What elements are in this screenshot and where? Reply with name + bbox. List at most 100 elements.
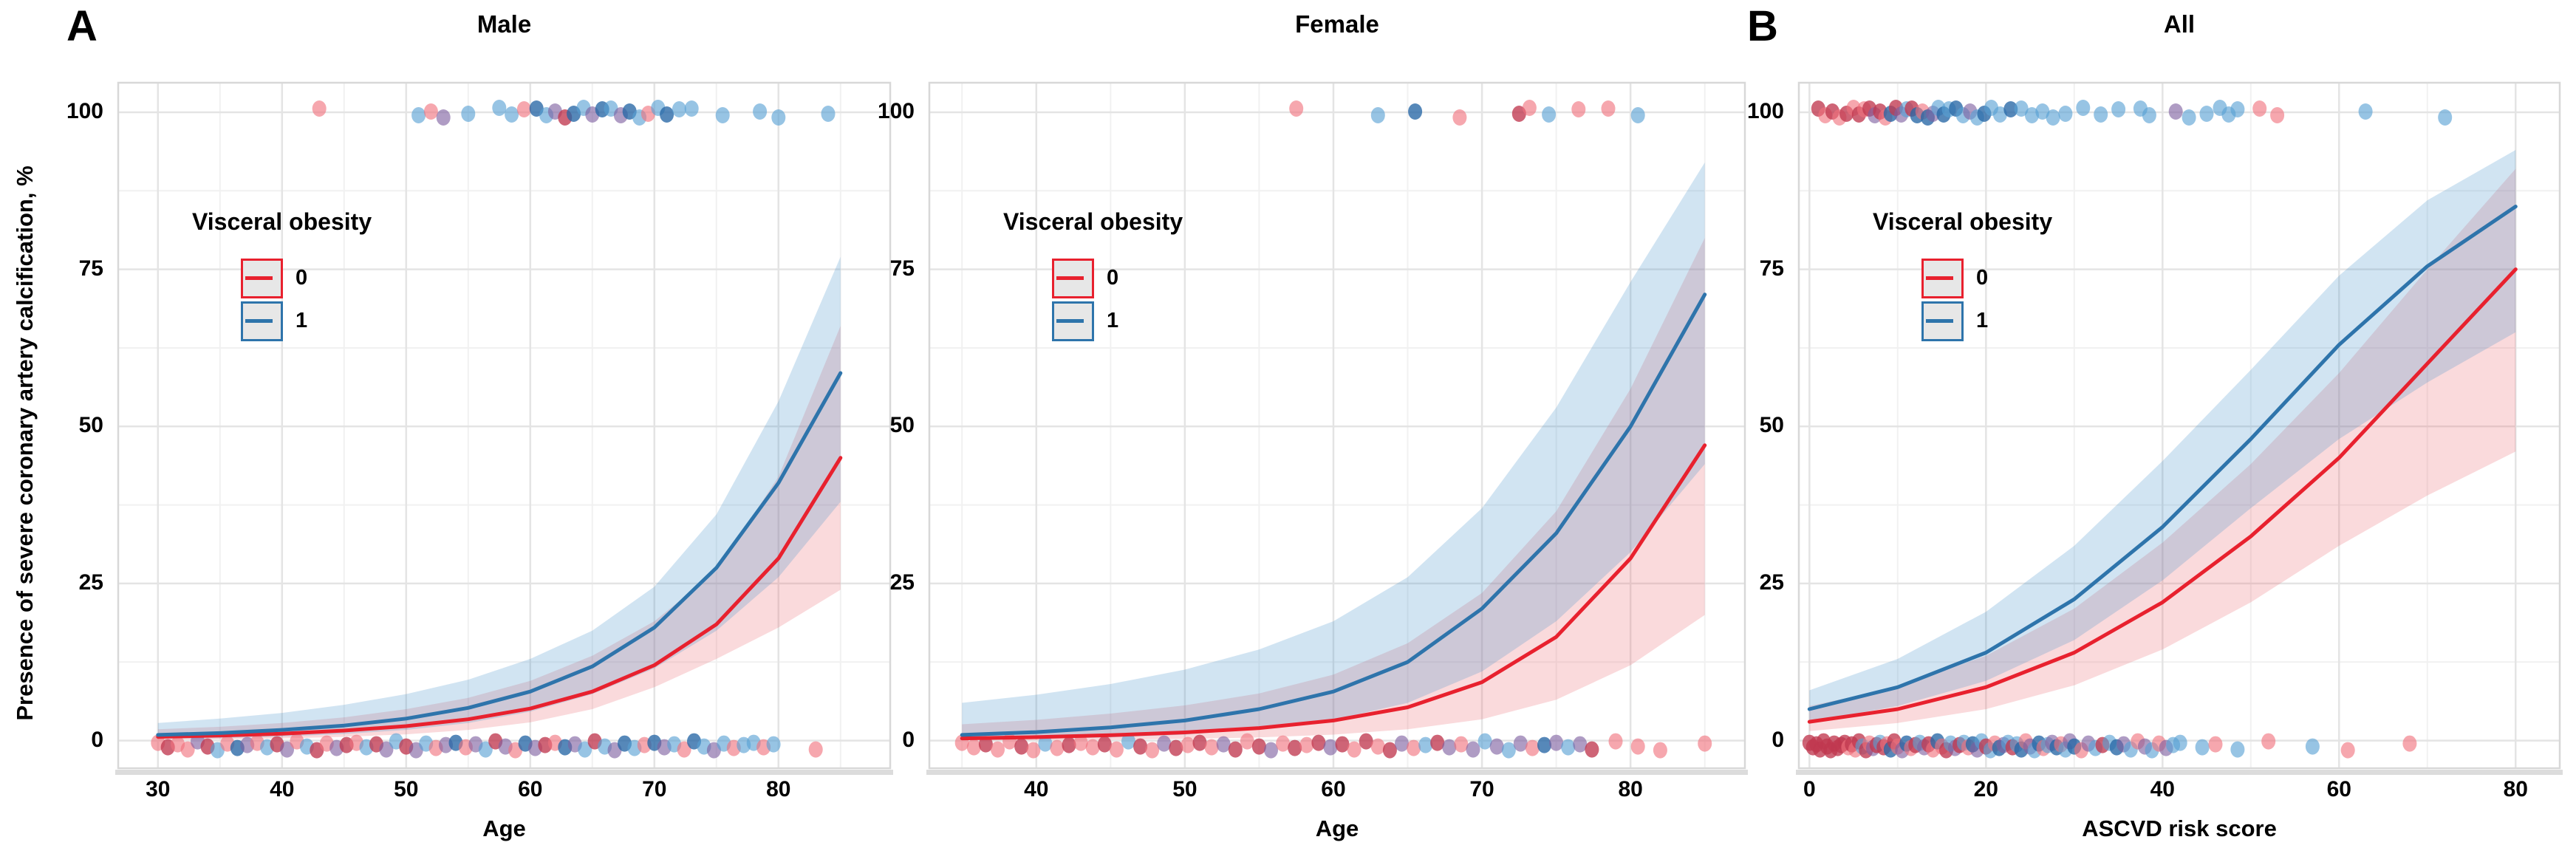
regression-line-0: [960, 443, 1707, 741]
y-tick-label: 100: [66, 98, 103, 123]
data-point-top: [1571, 101, 1586, 117]
y-tick-label: 50: [889, 413, 915, 438]
data-point-bottom: [1251, 738, 1266, 755]
x-tick-label: 40: [1024, 777, 1049, 801]
x-tick-label: 50: [394, 777, 419, 801]
legend-key-line: [1926, 319, 1953, 323]
data-point-bottom: [1014, 738, 1029, 755]
data-point-bottom: [2195, 739, 2210, 756]
data-point-bottom: [1026, 742, 1041, 759]
data-point-bottom: [2305, 738, 2320, 755]
legend-key-line: [1056, 276, 1084, 280]
data-point-top: [2199, 106, 2214, 122]
data-point-bottom: [1359, 733, 1373, 750]
data-point-bottom: [280, 741, 294, 758]
x-tick-label: 60: [2326, 777, 2351, 801]
panel-title-all: All: [2163, 10, 2196, 38]
x-axis-title-all: ASCVD risk score: [2082, 816, 2277, 841]
confidence-band-1: [962, 163, 1705, 740]
legend-key-line: [1926, 276, 1953, 280]
data-point-bottom: [1442, 739, 1457, 756]
data-point-bottom: [1181, 736, 1195, 753]
data-point-top: [1522, 100, 1537, 116]
data-point-top: [461, 106, 476, 122]
data-point-top: [505, 106, 519, 123]
data-point-bottom: [1050, 739, 1065, 756]
legend-key-line: [245, 276, 273, 280]
data-point-bottom: [1382, 742, 1397, 759]
data-point-bottom: [1109, 741, 1124, 758]
data-point-bottom: [1407, 739, 1421, 756]
legend-key-1: [241, 301, 283, 341]
regression-line-1: [960, 293, 1707, 737]
data-point-bottom: [1466, 741, 1480, 758]
legend-key-0: [241, 259, 283, 298]
y-tick-label: 25: [1759, 570, 1784, 595]
x-tick-label: 70: [1469, 777, 1494, 801]
data-point-bottom: [1585, 741, 1599, 758]
panel-border: [928, 81, 1746, 770]
data-point-top: [1452, 109, 1467, 126]
data-point-bottom: [1062, 736, 1076, 753]
x-axis-line: [926, 770, 1748, 775]
data-point-bottom: [1276, 735, 1291, 752]
regression-line-1: [1807, 205, 2518, 711]
data-point-top: [2111, 101, 2126, 117]
x-tick-label: 50: [1172, 777, 1198, 801]
data-point-bottom: [1537, 736, 1551, 753]
data-point-bottom: [1133, 738, 1148, 755]
data-point-bottom: [1630, 738, 1645, 755]
data-point-bottom: [1698, 735, 1712, 752]
data-point-bottom: [1501, 742, 1516, 759]
regression-line-1: [156, 371, 843, 737]
data-point-bottom: [1228, 741, 1243, 758]
data-point-bottom: [2173, 734, 2187, 751]
data-point-bottom: [1264, 742, 1278, 759]
data-point-top: [2014, 100, 2029, 117]
y-tick-label: 0: [91, 727, 103, 752]
data-point-bottom: [1121, 733, 1135, 750]
x-tick-label: 40: [2150, 777, 2175, 801]
data-point-bottom: [991, 741, 1005, 758]
legend-key-0: [1921, 259, 1964, 298]
legend-key-0: [1052, 259, 1094, 298]
data-point-top: [492, 100, 507, 116]
x-tick-label: 80: [766, 777, 791, 801]
legend-key-label: 0: [295, 266, 308, 290]
data-point-bottom: [1145, 742, 1160, 759]
data-point-top: [1542, 106, 1557, 123]
x-tick-label: 40: [270, 777, 295, 801]
panel-label-B: B: [1747, 2, 1778, 50]
x-tick-label: 0: [1803, 777, 1816, 801]
data-point-top: [2003, 101, 2018, 117]
data-point-bottom: [2261, 733, 2276, 750]
data-point-bottom: [1073, 734, 1088, 751]
data-point-top: [821, 106, 836, 122]
legend-key-label: 1: [295, 309, 308, 332]
data-point-bottom: [1085, 739, 1100, 756]
data-point-bottom: [1454, 736, 1469, 753]
data-point-top: [684, 100, 699, 117]
data-point-bottom: [1204, 739, 1219, 756]
data-point-bottom: [2208, 736, 2223, 753]
data-point-top: [2168, 103, 2183, 120]
data-point-bottom: [1347, 741, 1362, 758]
data-point-bottom: [1525, 739, 1540, 756]
data-point-top: [2270, 107, 2285, 123]
legend-key-label: 1: [1976, 309, 1989, 332]
confidence-band-1: [157, 256, 841, 739]
x-tick-label: 30: [146, 777, 171, 801]
data-point-bottom: [1573, 736, 1588, 753]
data-point-top: [2182, 109, 2196, 126]
data-point-bottom: [1561, 739, 1576, 756]
data-point-bottom: [1038, 735, 1053, 752]
x-axis-line: [1796, 770, 2563, 775]
data-point-bottom: [808, 741, 823, 758]
regression-line-0: [1807, 267, 2518, 724]
confidence-band-0: [1809, 168, 2516, 731]
y-tick-label: 75: [78, 256, 103, 281]
confidence-band-1: [1809, 150, 2516, 722]
data-point-bottom: [1323, 739, 1338, 756]
data-point-top: [1408, 103, 1423, 120]
data-point-bottom: [1513, 735, 1528, 752]
